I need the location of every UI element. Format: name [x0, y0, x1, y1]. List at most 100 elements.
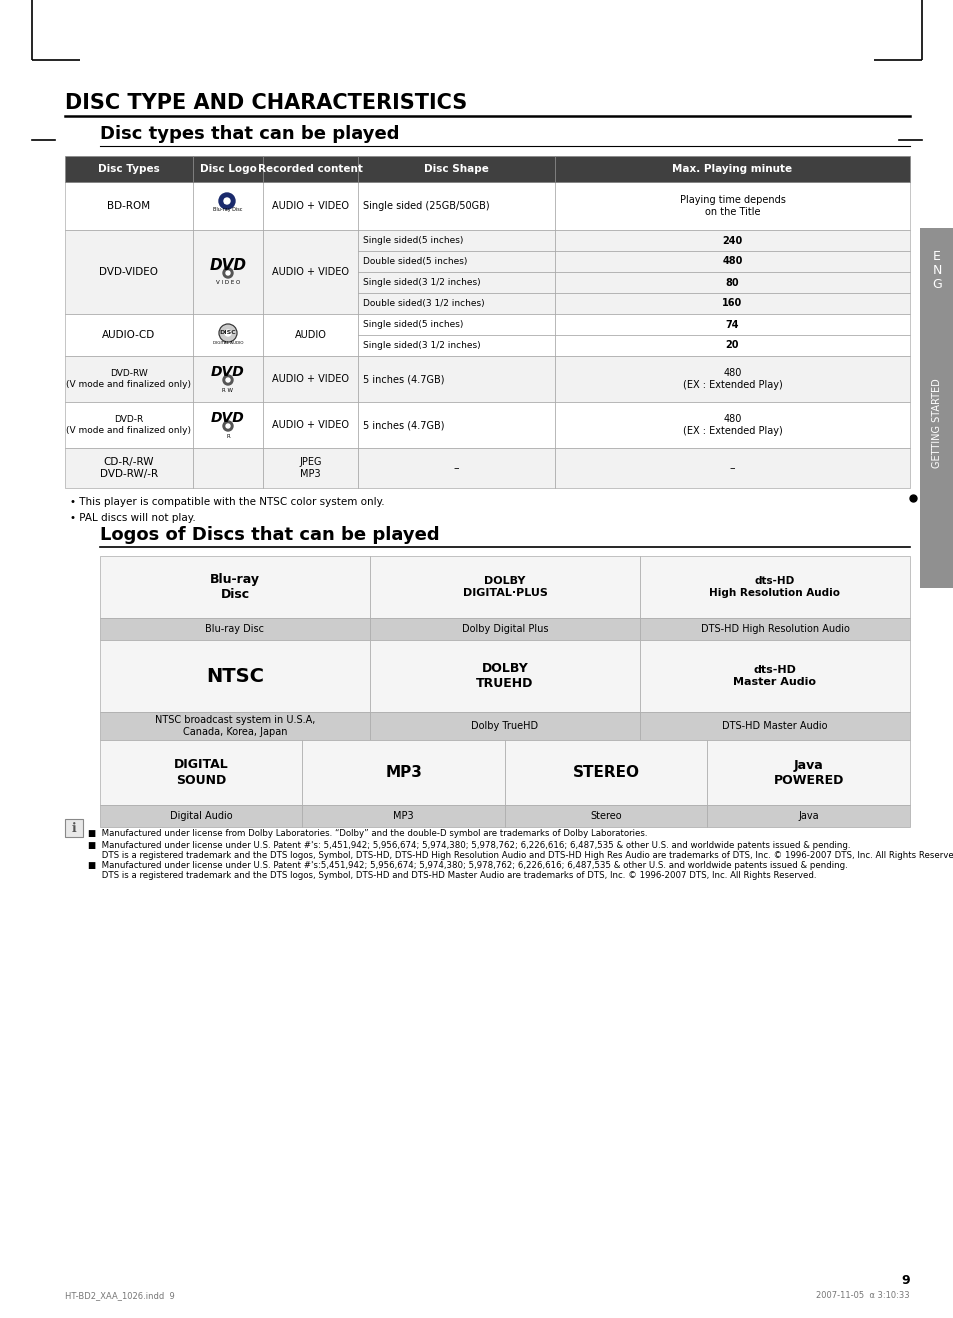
- Text: DVD: DVD: [210, 257, 246, 273]
- Bar: [357, 314, 555, 335]
- Text: Java: Java: [798, 811, 819, 821]
- Bar: [302, 805, 504, 826]
- Bar: [357, 250, 555, 272]
- Bar: [65, 314, 193, 356]
- Text: E: E: [932, 249, 940, 262]
- Text: AUDIO + VIDEO: AUDIO + VIDEO: [272, 420, 349, 430]
- Text: –: –: [454, 463, 458, 473]
- Bar: [65, 231, 193, 314]
- Bar: [100, 641, 370, 712]
- Text: R W: R W: [222, 389, 233, 394]
- Text: Disc Logo: Disc Logo: [199, 163, 256, 174]
- Bar: [357, 448, 555, 488]
- Bar: [555, 182, 909, 231]
- Text: • PAL discs will not play.: • PAL discs will not play.: [70, 513, 195, 523]
- Bar: [263, 356, 357, 402]
- Bar: [193, 231, 263, 314]
- Bar: [504, 739, 707, 805]
- Bar: [193, 314, 263, 356]
- Text: DISC TYPE AND CHARACTERISTICS: DISC TYPE AND CHARACTERISTICS: [65, 94, 467, 113]
- Text: Dolby Digital Plus: Dolby Digital Plus: [461, 623, 548, 634]
- Text: BD-ROM: BD-ROM: [108, 202, 151, 211]
- Text: 5 inches (4.7GB): 5 inches (4.7GB): [363, 374, 444, 384]
- Bar: [263, 402, 357, 448]
- Text: Logos of Discs that can be played: Logos of Discs that can be played: [100, 526, 439, 544]
- Text: CD-R/-RW
DVD-RW/-R: CD-R/-RW DVD-RW/-R: [100, 457, 158, 478]
- Text: DVD-VIDEO: DVD-VIDEO: [99, 268, 158, 277]
- Bar: [100, 712, 370, 739]
- Text: 20: 20: [725, 340, 739, 351]
- Bar: [357, 293, 555, 314]
- Text: Single sided(5 inches): Single sided(5 inches): [363, 320, 463, 330]
- Bar: [555, 335, 909, 356]
- Text: NTSC broadcast system in U.S.A,
Canada, Korea, Japan: NTSC broadcast system in U.S.A, Canada, …: [154, 716, 314, 737]
- Bar: [639, 618, 909, 641]
- Text: AUDIO: AUDIO: [294, 330, 326, 340]
- Circle shape: [226, 272, 230, 275]
- Bar: [193, 182, 263, 231]
- Text: 5 inches (4.7GB): 5 inches (4.7GB): [363, 420, 444, 430]
- Text: MP3: MP3: [385, 764, 422, 780]
- Text: ■  Manufactured under license under U.S. Patent #'s: 5,451,942; 5,956,674; 5,974: ■ Manufactured under license under U.S. …: [88, 841, 953, 859]
- Bar: [555, 272, 909, 293]
- Text: DTS-HD High Resolution Audio: DTS-HD High Resolution Audio: [700, 623, 848, 634]
- Bar: [193, 156, 263, 182]
- Text: Single sided (25GB/50GB): Single sided (25GB/50GB): [363, 202, 489, 211]
- Text: Digital Audio: Digital Audio: [170, 811, 233, 821]
- Text: Blu-ray Disc: Blu-ray Disc: [205, 623, 264, 634]
- Bar: [357, 231, 555, 250]
- Bar: [263, 182, 357, 231]
- Text: DOLBY
TRUEHD: DOLBY TRUEHD: [476, 662, 533, 691]
- Bar: [639, 712, 909, 739]
- Bar: [555, 402, 909, 448]
- Bar: [639, 556, 909, 618]
- Text: ■  Manufactured under license under U.S. Patent #'s:5,451,942; 5,956,674; 5,974,: ■ Manufactured under license under U.S. …: [88, 861, 847, 880]
- Text: 2007-11-05  α 3:10:33: 2007-11-05 α 3:10:33: [816, 1292, 909, 1301]
- Text: Java
POWERED: Java POWERED: [773, 758, 843, 787]
- Text: AUDIO-CD: AUDIO-CD: [102, 330, 155, 340]
- Bar: [65, 356, 193, 402]
- Text: ℹ: ℹ: [71, 821, 76, 834]
- Bar: [504, 805, 707, 826]
- Text: 160: 160: [721, 298, 741, 308]
- Text: 480: 480: [721, 257, 741, 266]
- Bar: [370, 618, 639, 641]
- Bar: [193, 402, 263, 448]
- Bar: [370, 712, 639, 739]
- Bar: [65, 448, 193, 488]
- Text: G: G: [931, 278, 941, 290]
- Text: DTS-HD Master Audio: DTS-HD Master Audio: [721, 721, 827, 731]
- Bar: [193, 448, 263, 488]
- Text: DISC: DISC: [219, 331, 236, 336]
- Bar: [555, 293, 909, 314]
- Text: R: R: [226, 435, 230, 439]
- Bar: [707, 739, 909, 805]
- Bar: [555, 156, 909, 182]
- Bar: [357, 156, 555, 182]
- Text: Recorded content: Recorded content: [258, 163, 362, 174]
- Bar: [100, 618, 370, 641]
- Text: STEREO: STEREO: [572, 764, 639, 780]
- Text: Disc Types: Disc Types: [98, 163, 160, 174]
- Bar: [357, 272, 555, 293]
- Bar: [263, 314, 357, 356]
- Text: N: N: [931, 264, 941, 277]
- Bar: [65, 182, 193, 231]
- Text: AUDIO + VIDEO: AUDIO + VIDEO: [272, 202, 349, 211]
- Text: AUDIO + VIDEO: AUDIO + VIDEO: [272, 374, 349, 384]
- Text: ▶: ▶: [224, 198, 230, 204]
- Text: Double sided(3 1/2 inches): Double sided(3 1/2 inches): [363, 299, 484, 308]
- Text: DVD: DVD: [211, 411, 245, 424]
- Text: Playing time depends
on the Title: Playing time depends on the Title: [679, 195, 784, 216]
- Text: Single sided(5 inches): Single sided(5 inches): [363, 236, 463, 245]
- Circle shape: [223, 376, 233, 385]
- Text: Stereo: Stereo: [590, 811, 621, 821]
- Bar: [100, 556, 370, 618]
- Bar: [555, 314, 909, 335]
- Text: JPEG
MP3: JPEG MP3: [299, 457, 321, 478]
- Text: Disc types that can be played: Disc types that can be played: [100, 125, 399, 142]
- Text: 74: 74: [725, 319, 739, 330]
- Text: Double sided(5 inches): Double sided(5 inches): [363, 257, 467, 266]
- Bar: [263, 448, 357, 488]
- Text: Blu-ray Disc: Blu-ray Disc: [213, 207, 242, 212]
